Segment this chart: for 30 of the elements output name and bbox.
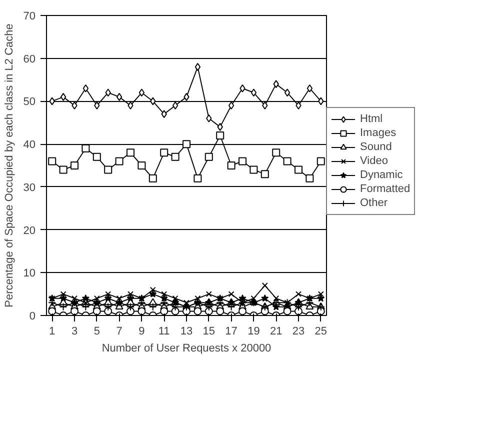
x-tick-label: 23 [292, 326, 305, 338]
x-tick-label: 7 [116, 326, 122, 338]
y-tick-label: 20 [23, 224, 36, 237]
x-axis-title: Number of User Requests x 20000 [102, 342, 272, 354]
legend-label: Other [360, 196, 388, 210]
legend-label: Formatted [360, 182, 410, 196]
y-tick-label: 50 [23, 96, 36, 108]
x-tick-label: 25 [314, 326, 328, 338]
y-tick-label: 70 [23, 10, 36, 22]
legend-label: Sound [360, 140, 392, 154]
y-axis-title: Percentage of Space Occupied by each class in L2 Cache [3, 24, 16, 308]
x-tick-label: 19 [248, 326, 260, 338]
x-tick-label: 1 [49, 326, 56, 338]
x-tick-label: 15 [202, 326, 216, 338]
y-tick-label: 30 [23, 182, 36, 194]
legend-label: Dynamic [360, 168, 403, 182]
y-tick-label: 0 [29, 310, 36, 322]
x-tick-label: 5 [94, 326, 100, 338]
x-tick-label: 11 [158, 326, 170, 338]
legend-label: Html [360, 112, 383, 126]
y-tick-label: 60 [23, 53, 36, 66]
x-tick-label: 21 [270, 326, 282, 338]
x-tick-label: 17 [225, 326, 238, 338]
y-tick-label: 40 [23, 139, 36, 152]
legend-label: Images [360, 126, 396, 140]
x-tick-label: 9 [138, 326, 145, 338]
legend-label: Video [360, 154, 388, 168]
x-tick-label: 13 [180, 326, 193, 338]
y-tick-label: 10 [23, 268, 36, 280]
x-tick-label: 3 [71, 326, 78, 338]
